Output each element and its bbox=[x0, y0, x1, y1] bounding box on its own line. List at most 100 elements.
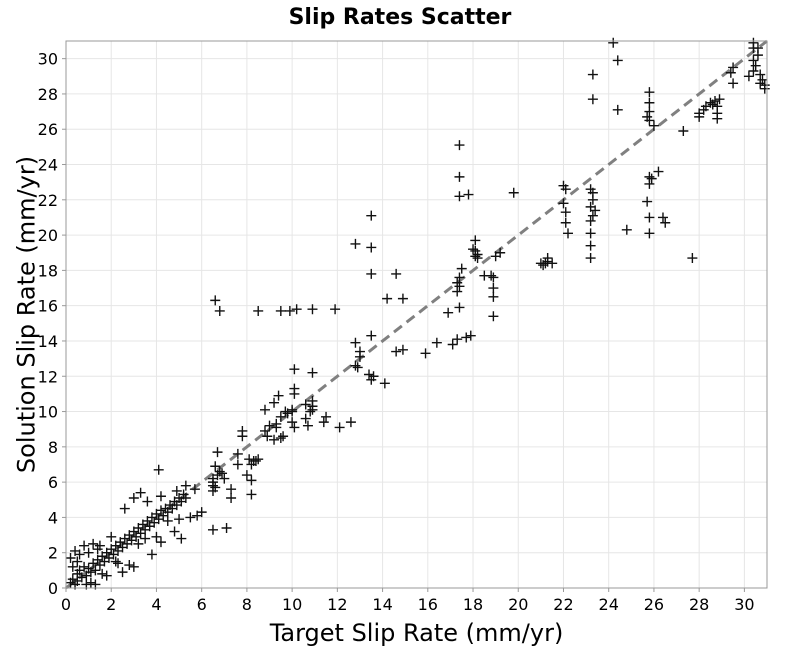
y-tick-label: 10 bbox=[38, 403, 58, 422]
data-point bbox=[454, 140, 465, 151]
data-point bbox=[289, 422, 300, 433]
data-point bbox=[196, 507, 207, 518]
data-point bbox=[535, 258, 546, 269]
data-point bbox=[106, 531, 117, 542]
data-point bbox=[90, 565, 101, 576]
data-point bbox=[397, 344, 408, 355]
data-point bbox=[226, 493, 237, 504]
data-point bbox=[587, 210, 598, 221]
reference-line bbox=[65, 39, 768, 590]
data-point bbox=[210, 461, 221, 472]
data-point bbox=[210, 482, 221, 493]
data-point bbox=[653, 166, 664, 177]
data-point bbox=[748, 55, 759, 66]
data-point bbox=[488, 272, 499, 283]
data-point bbox=[307, 367, 318, 378]
data-point bbox=[560, 207, 571, 218]
data-point bbox=[83, 547, 94, 558]
data-point bbox=[712, 108, 723, 119]
data-point bbox=[585, 184, 596, 195]
y-tick-label: 28 bbox=[38, 85, 58, 104]
x-axis-label: Target Slip Rate (mm/yr) bbox=[269, 619, 564, 647]
x-tick-label: 20 bbox=[508, 595, 528, 614]
data-point bbox=[495, 247, 506, 258]
y-tick-label: 30 bbox=[38, 50, 58, 69]
data-point bbox=[345, 417, 356, 428]
data-point bbox=[612, 104, 623, 115]
data-point bbox=[379, 378, 390, 389]
y-tick-label: 22 bbox=[38, 191, 58, 210]
data-point bbox=[133, 538, 144, 549]
data-point bbox=[246, 475, 257, 486]
data-point bbox=[397, 293, 408, 304]
data-point bbox=[214, 466, 225, 477]
data-point bbox=[472, 253, 483, 264]
data-point bbox=[262, 431, 273, 442]
y-tick-label: 12 bbox=[38, 367, 58, 386]
data-point bbox=[488, 283, 499, 294]
data-point bbox=[217, 468, 228, 479]
x-tick-label: 12 bbox=[327, 595, 347, 614]
data-point bbox=[608, 37, 619, 48]
data-point bbox=[470, 235, 481, 246]
data-point bbox=[97, 568, 108, 579]
data-point bbox=[621, 224, 632, 235]
data-point bbox=[142, 496, 153, 507]
axis-ticks: 0 2 4 6 8 10 12 14 16 18 20 22 24 26 28 300246810121416… bbox=[38, 50, 755, 614]
y-axis-label: Solution Slip Rate (mm/yr) bbox=[12, 156, 40, 473]
y-tick-label: 14 bbox=[38, 332, 58, 351]
data-point bbox=[750, 60, 761, 71]
data-point bbox=[128, 561, 139, 572]
data-point bbox=[207, 524, 218, 535]
data-point bbox=[488, 291, 499, 302]
data-point bbox=[155, 505, 166, 516]
data-point bbox=[110, 556, 121, 567]
grid-lines bbox=[65, 41, 767, 589]
data-point bbox=[289, 383, 300, 394]
data-point bbox=[728, 62, 739, 73]
data-point bbox=[468, 244, 479, 255]
data-point bbox=[135, 487, 146, 498]
data-point bbox=[368, 371, 379, 382]
data-point bbox=[585, 240, 596, 251]
data-point bbox=[88, 538, 99, 549]
data-point bbox=[454, 302, 465, 313]
data-point bbox=[307, 395, 318, 406]
data-point bbox=[119, 503, 130, 514]
data-point bbox=[558, 198, 569, 209]
data-point bbox=[748, 37, 759, 48]
data-point bbox=[454, 272, 465, 283]
data-point bbox=[354, 351, 365, 362]
data-point bbox=[269, 397, 280, 408]
x-tick-label: 24 bbox=[599, 595, 619, 614]
data-point bbox=[269, 434, 280, 445]
x-tick-label: 26 bbox=[644, 595, 664, 614]
data-point bbox=[678, 125, 689, 136]
data-point bbox=[65, 553, 76, 564]
data-point bbox=[232, 459, 243, 470]
data-point bbox=[259, 425, 270, 436]
data-point bbox=[447, 339, 458, 350]
data-point bbox=[155, 537, 166, 548]
data-point bbox=[587, 69, 598, 80]
data-point bbox=[454, 281, 465, 292]
data-point bbox=[79, 540, 90, 551]
data-point bbox=[169, 526, 180, 537]
x-tick-label: 30 bbox=[734, 595, 754, 614]
x-tick-label: 18 bbox=[463, 595, 483, 614]
data-point bbox=[748, 65, 759, 76]
data-point bbox=[755, 78, 766, 89]
data-point bbox=[646, 173, 657, 184]
x-tick-label: 6 bbox=[197, 595, 207, 614]
data-point bbox=[226, 484, 237, 495]
data-point bbox=[250, 455, 261, 466]
data-point bbox=[287, 417, 298, 428]
data-point bbox=[560, 217, 571, 228]
data-point bbox=[76, 572, 87, 583]
data-point bbox=[174, 514, 185, 525]
data-point bbox=[67, 561, 78, 572]
data-point bbox=[318, 417, 329, 428]
data-point bbox=[452, 334, 463, 345]
data-point bbox=[642, 196, 653, 207]
data-point bbox=[644, 115, 655, 126]
